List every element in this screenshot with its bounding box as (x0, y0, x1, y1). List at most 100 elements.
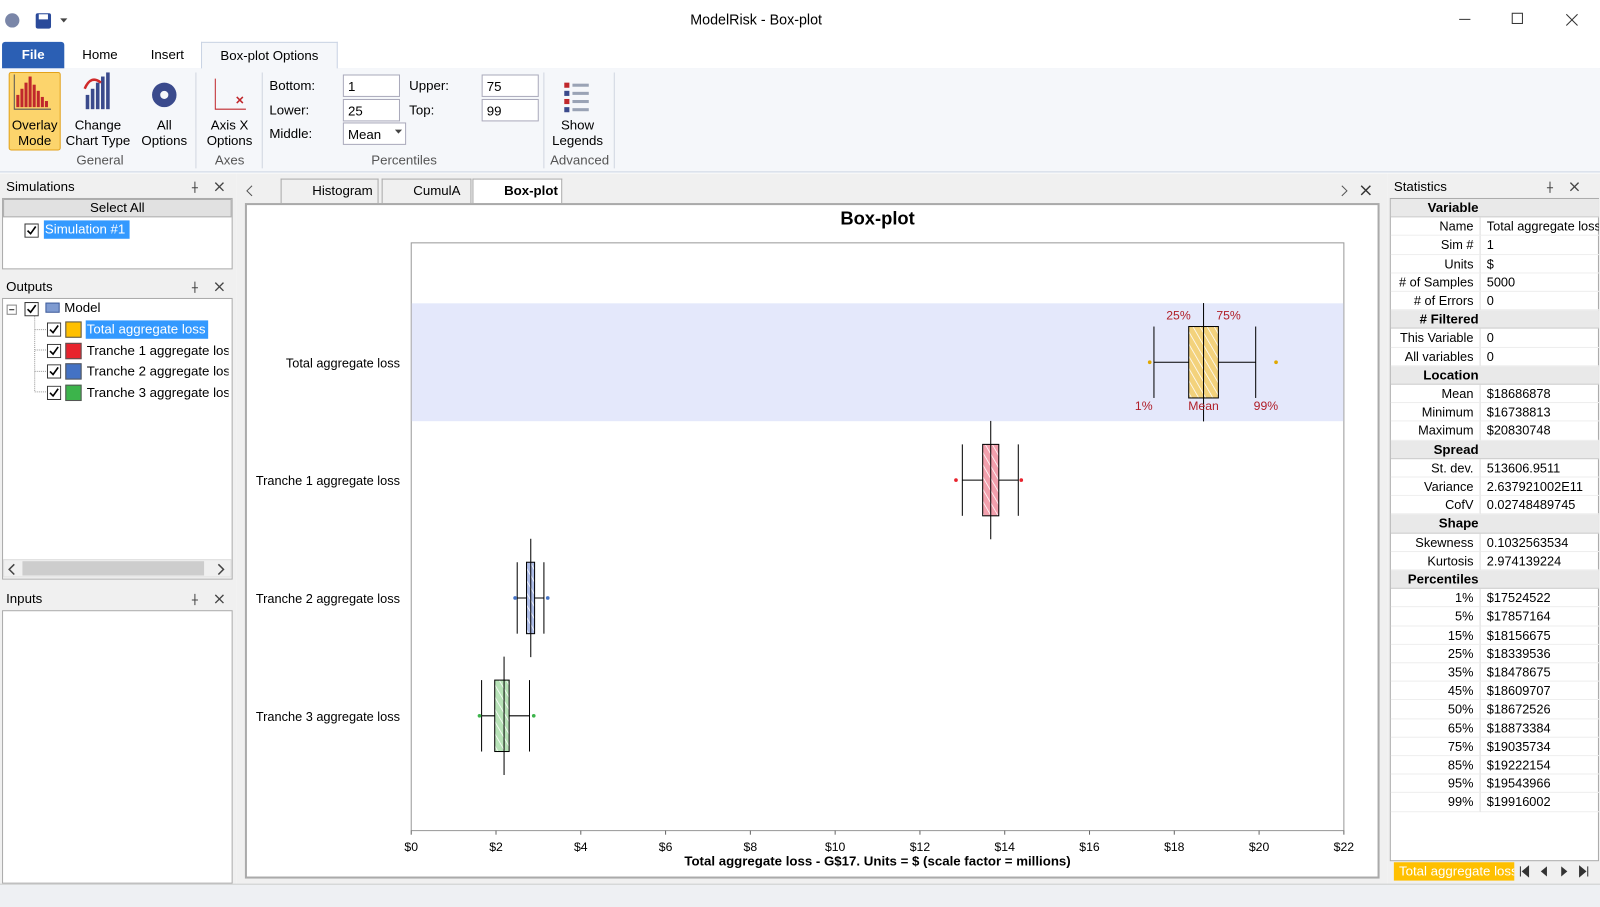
ribbon-button[interactable]: Axis X Options (206, 117, 253, 148)
stats-value: $18478675 (1480, 663, 1599, 682)
scroll-thumb[interactable] (22, 561, 205, 576)
ribbon-tab[interactable]: Home (82, 46, 118, 63)
stats-label: Minimum (1390, 403, 1481, 422)
app-icon (5, 13, 20, 28)
output-item[interactable]: Total aggregate loss (85, 320, 209, 339)
stats-value: $18156675 (1480, 626, 1599, 645)
checkbox[interactable] (24, 223, 39, 238)
document-close (1360, 185, 1371, 196)
overlay-icon-bar (16, 94, 20, 108)
dropdown-arrow (394, 129, 403, 134)
x-tick-label: $10 (825, 840, 846, 854)
stats-value: 0 (1480, 348, 1599, 367)
output-item[interactable]: Tranche 2 aggregate los (86, 363, 229, 379)
min-point (1147, 360, 1152, 365)
title-bar (0, 0, 1600, 41)
field-input[interactable]: 25 (342, 98, 400, 122)
stats-label: Kurtosis (1390, 551, 1481, 571)
stats-value: 2.637921002E11 (1480, 478, 1599, 497)
footer-tab[interactable]: Total aggregate loss (1393, 862, 1515, 881)
document-tab[interactable]: Histogram (280, 178, 379, 204)
stats-section-header: Location (1390, 366, 1599, 385)
stats-label: Units (1390, 254, 1481, 274)
stats-label: Sim # (1390, 236, 1481, 255)
pin (191, 281, 198, 293)
checkbox-tick (49, 387, 59, 397)
ribbon-button[interactable]: Show Legends (552, 117, 603, 148)
nav-last (1579, 865, 1589, 878)
checkbox[interactable] (24, 302, 39, 317)
document-tab[interactable]: CumulA (381, 178, 472, 204)
stats-value: $18686878 (1480, 385, 1599, 404)
status-bar (0, 883, 1600, 907)
chart-type-icon-bar (106, 72, 110, 110)
stats-label: # of Errors (1390, 291, 1481, 311)
ribbon-button[interactable]: Overlay Mode (11, 117, 58, 148)
stats-label: 75% (1390, 737, 1481, 757)
checkbox[interactable] (46, 385, 62, 400)
output-color (65, 342, 82, 359)
ribbon-group-label: Axes (214, 152, 245, 168)
panel-header-buttons (191, 181, 224, 193)
category-label: Tranche 1 aggregate loss (256, 473, 400, 488)
chart-type-icon-bar (95, 82, 100, 110)
window-title: ModelRisk - Box-plot (690, 11, 823, 28)
field-input[interactable]: 1 (342, 74, 400, 97)
ribbon-tab[interactable]: File (2, 41, 65, 69)
select-all-button[interactable]: Select All (3, 198, 232, 218)
stats-value: 0 (1480, 329, 1599, 348)
options-icon-hole (160, 90, 169, 99)
ribbon-button[interactable]: All Options (141, 117, 188, 148)
ribbon-button[interactable]: Change Chart Type (65, 117, 131, 148)
output-item[interactable]: Tranche 3 aggregate los (86, 384, 229, 400)
axis-icon-x (236, 96, 244, 104)
document-tab[interactable]: Box-plot (472, 178, 563, 204)
stats-label: 45% (1390, 681, 1481, 701)
ribbon-body (0, 68, 1600, 173)
checkbox[interactable] (46, 343, 62, 358)
stats-section-header: Variable (1390, 198, 1599, 218)
box (494, 679, 510, 753)
box-label: Mean (1188, 399, 1219, 413)
field-input[interactable]: Mean (342, 122, 407, 145)
tab-scroll-right (1341, 185, 1348, 197)
checkbox[interactable] (46, 322, 62, 337)
stats-value: 0 (1480, 292, 1599, 311)
checkbox[interactable] (46, 364, 62, 379)
stats-label: 65% (1390, 718, 1481, 738)
stats-label: 25% (1390, 644, 1481, 664)
stats-label: 50% (1390, 700, 1481, 719)
field-label: Top: (409, 102, 435, 118)
x-tick-label: $6 (659, 840, 673, 854)
output-item[interactable]: Tranche 1 aggregate los (86, 342, 229, 358)
min-point (477, 713, 482, 718)
ribbon-group-label: Advanced (550, 152, 610, 168)
checkbox-tick (26, 226, 37, 235)
box-label: 75% (1216, 308, 1241, 322)
stats-section-header: Percentiles (1390, 570, 1599, 589)
stats-value: 1 (1480, 236, 1599, 255)
maximize (1511, 12, 1523, 24)
chart-type-icon-arrow (83, 78, 102, 90)
tree-item-selected[interactable]: Simulation #1 (43, 220, 130, 239)
stats-value: $ (1480, 255, 1599, 274)
stats-label: Name (1390, 217, 1481, 237)
ribbon-tab[interactable]: Box-plot Options (201, 41, 338, 71)
ribbon-tab[interactable]: Insert (150, 46, 184, 63)
field-input[interactable]: 99 (481, 98, 539, 122)
min-point (954, 478, 958, 482)
scroll-left (8, 563, 15, 576)
x-axis-label: Total aggregate loss - G$17. Units = $ (… (684, 853, 1070, 868)
panel-header: Outputs (2, 276, 233, 297)
model-icon (45, 302, 60, 313)
pin (1546, 181, 1554, 193)
field-input[interactable]: 75 (481, 74, 539, 97)
legend-icon-swatch (564, 82, 570, 88)
pin (191, 593, 198, 606)
scroll-right (217, 563, 225, 576)
stats-value: 0.02748489745 (1480, 496, 1599, 515)
max-point (1274, 360, 1278, 365)
close (1565, 13, 1578, 26)
checkbox-tick (49, 366, 59, 376)
